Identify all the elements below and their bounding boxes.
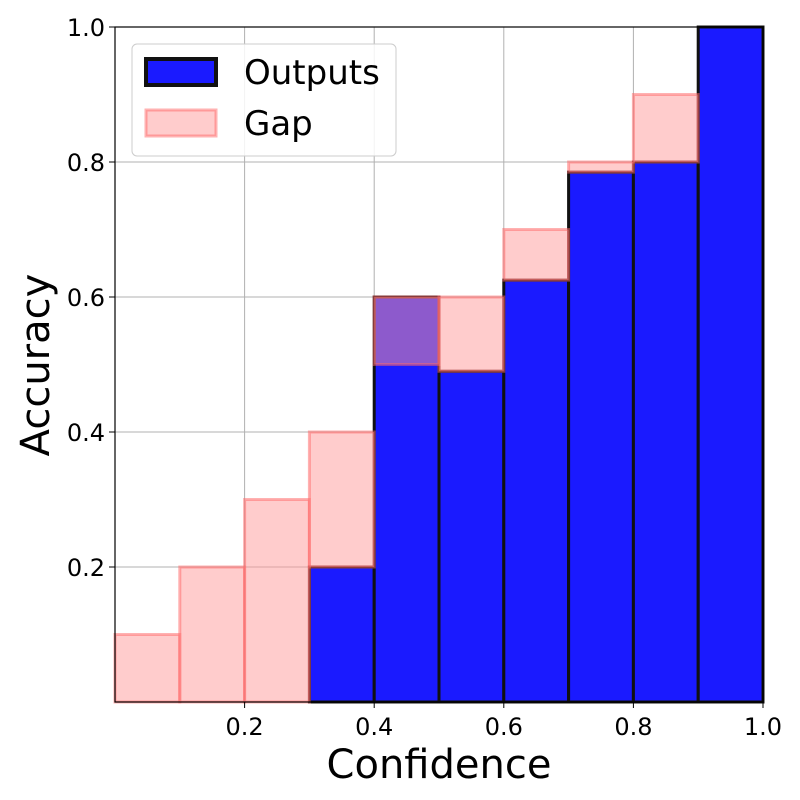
legend-swatch-outputs (144, 57, 218, 87)
plot-frame (114, 26, 764, 703)
legend: Outputs Gap (131, 43, 397, 157)
y-tick-label: 0.6 (67, 284, 105, 312)
x-tick-label: 0.2 (226, 713, 264, 741)
x-tick-label: 1.0 (744, 713, 782, 741)
y-tick-label: 0.2 (67, 554, 105, 582)
x-tick-label: 0.4 (355, 713, 393, 741)
y-tick-label: 0.8 (67, 149, 105, 177)
gap-bar (567, 160, 635, 174)
gap-bar (437, 295, 506, 373)
legend-swatch-gap (144, 108, 218, 138)
x-tick-label: 0.6 (485, 713, 523, 741)
outputs-bar (502, 278, 571, 704)
x-axis-label: Confidence (327, 742, 552, 788)
gap-bar (113, 633, 182, 704)
y-axis-label: Accuracy (13, 274, 59, 457)
legend-label-gap: Gap (244, 104, 313, 144)
outputs-bar (631, 160, 700, 704)
legend-label-outputs: Outputs (244, 53, 380, 93)
y-tick-label: 1.0 (67, 14, 105, 42)
gap-bar (502, 228, 571, 282)
outputs-bar (307, 565, 376, 704)
outputs-bar (696, 25, 765, 704)
gap-bar (631, 93, 700, 164)
gap-bar (243, 498, 311, 704)
ticks-layer: 0.2 0.4 0.6 0.8 1.0 0.2 0.4 0.6 0.8 1.0 (67, 14, 782, 741)
y-tick-label: 0.4 (67, 419, 105, 447)
gap-bar (178, 565, 247, 704)
outputs-bar (437, 369, 506, 704)
gap-bar (372, 295, 441, 366)
x-tick-label: 0.8 (614, 713, 652, 741)
gap-bar (307, 430, 376, 569)
outputs-bar (567, 170, 635, 704)
